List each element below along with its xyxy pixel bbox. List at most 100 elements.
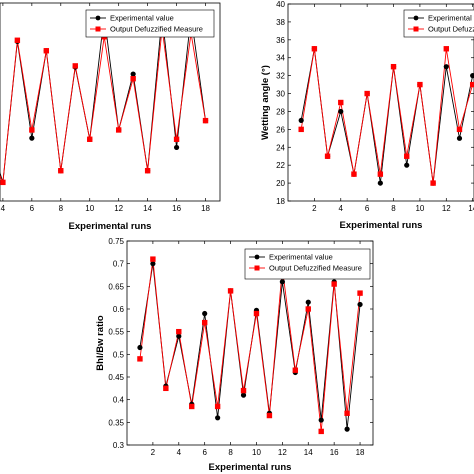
data-point-defuzzified bbox=[377, 171, 384, 177]
y-tick-label: 28 bbox=[276, 107, 285, 116]
data-point-defuzzified bbox=[266, 412, 273, 419]
legend-marker-square bbox=[254, 265, 260, 271]
y-tick-label: 30 bbox=[276, 90, 285, 99]
data-point-experimental bbox=[130, 71, 136, 77]
data-point-defuzzified bbox=[357, 290, 363, 296]
data-point-defuzzified bbox=[14, 37, 21, 43]
x-tick-label: 8 bbox=[59, 204, 64, 213]
legend-label: Output Defuzzified Measure bbox=[269, 264, 362, 273]
data-point-experimental bbox=[279, 279, 285, 285]
legend-box bbox=[244, 248, 371, 280]
x-tick-label: 14 bbox=[304, 448, 313, 457]
y-tick-label: 36 bbox=[276, 36, 285, 45]
data-point-defuzzified bbox=[29, 127, 35, 133]
data-point-defuzzified bbox=[443, 46, 449, 52]
legend-label: Output Defuzzified Measure bbox=[428, 25, 474, 34]
data-point-experimental bbox=[173, 144, 180, 151]
x-tick-label: 2 bbox=[312, 204, 317, 213]
x-tick-label: 2 bbox=[151, 448, 156, 457]
legend: Experimental value Output Defuzzified Mea… bbox=[244, 248, 371, 280]
y-axis-label: Wetting angle (°) bbox=[260, 65, 271, 140]
data-point-defuzzified bbox=[201, 319, 208, 326]
plot-frame bbox=[126, 240, 374, 446]
data-point-defuzzified bbox=[324, 153, 331, 159]
legend: Experimental value Output Defuzzified Mea… bbox=[403, 9, 474, 38]
series-line-1 bbox=[0, 15, 206, 183]
plot-frame bbox=[287, 3, 474, 202]
data-point-defuzzified bbox=[331, 281, 337, 287]
x-tick-label: 10 bbox=[252, 448, 261, 457]
chart-panel-2: 2468101214182022242628303234363840Experi… bbox=[260, 0, 474, 231]
data-point-experimental bbox=[456, 135, 463, 141]
data-point-defuzzified bbox=[58, 168, 64, 174]
legend-marker-square bbox=[95, 26, 101, 32]
data-point-defuzzified bbox=[72, 63, 78, 69]
data-point-defuzzified bbox=[87, 136, 93, 142]
y-tick-label: 22 bbox=[276, 161, 285, 170]
legend-label: Experimental value bbox=[269, 253, 333, 262]
data-point-experimental bbox=[404, 162, 410, 168]
data-point-defuzzified bbox=[298, 126, 304, 133]
x-tick-label: 4 bbox=[177, 448, 182, 457]
x-tick-label: 16 bbox=[172, 204, 181, 213]
y-tick-label: 0.35 bbox=[108, 418, 124, 427]
x-tick-label: 18 bbox=[201, 204, 210, 213]
legend-marker-circle bbox=[413, 15, 419, 21]
x-tick-label: 6 bbox=[30, 204, 35, 213]
legend-box bbox=[403, 9, 474, 38]
data-point-defuzzified bbox=[214, 403, 221, 410]
data-point-experimental bbox=[377, 180, 383, 186]
x-tick-label: 14 bbox=[143, 204, 152, 213]
plot-frame bbox=[0, 2, 221, 202]
y-tick-label: 32 bbox=[276, 72, 285, 81]
x-tick-label: 12 bbox=[442, 204, 451, 213]
data-point-defuzzified bbox=[430, 180, 436, 186]
legend-box bbox=[85, 9, 215, 38]
legend-label: Experimental value bbox=[110, 14, 174, 23]
series-line-2 bbox=[139, 259, 361, 432]
data-point-defuzzified bbox=[144, 168, 151, 174]
y-tick-label: 18 bbox=[276, 197, 285, 206]
data-point-defuzzified bbox=[311, 46, 318, 52]
y-tick-label: 34 bbox=[276, 54, 285, 63]
x-tick-label: 6 bbox=[365, 204, 370, 213]
y-tick-label: 24 bbox=[276, 143, 285, 152]
y-tick-label: 0.65 bbox=[108, 282, 124, 291]
data-point-defuzzified bbox=[0, 179, 6, 186]
data-point-defuzzified bbox=[227, 288, 234, 294]
data-point-defuzzified bbox=[173, 136, 180, 142]
data-point-defuzzified bbox=[344, 410, 350, 416]
x-tick-label: 4 bbox=[339, 204, 344, 213]
data-point-experimental bbox=[338, 108, 344, 115]
data-point-experimental bbox=[202, 310, 208, 317]
series-line-2 bbox=[300, 48, 474, 184]
data-point-defuzzified bbox=[351, 171, 357, 177]
data-point-experimental bbox=[176, 333, 182, 339]
x-tick-label: 8 bbox=[228, 448, 233, 457]
data-point-experimental bbox=[470, 73, 474, 79]
legend: Experimental value Output Defuzzified Mea… bbox=[85, 9, 215, 38]
x-tick-label: 14 bbox=[468, 204, 474, 213]
data-point-defuzzified bbox=[202, 117, 209, 124]
legend-label: Output Defuzzified Measure bbox=[110, 25, 203, 34]
x-tick-label: 18 bbox=[356, 448, 365, 457]
y-axis-label: Bhl/Bw ratio bbox=[95, 315, 106, 371]
y-tick-label: 0.7 bbox=[113, 260, 125, 269]
data-point-experimental bbox=[298, 117, 304, 124]
y-tick-label: 26 bbox=[276, 125, 285, 134]
data-point-defuzzified bbox=[189, 403, 195, 410]
x-tick-label: 4 bbox=[1, 204, 6, 213]
data-point-defuzzified bbox=[253, 310, 260, 317]
data-point-experimental bbox=[357, 301, 363, 308]
data-point-defuzzified bbox=[305, 306, 311, 312]
data-point-experimental bbox=[318, 417, 324, 423]
x-axis-label: Experimental runs bbox=[340, 220, 423, 231]
y-tick-label: 40 bbox=[276, 0, 285, 9]
y-tick-label: 38 bbox=[276, 18, 285, 27]
data-point-experimental bbox=[344, 426, 350, 432]
x-tick-label: 8 bbox=[391, 204, 396, 213]
y-tick-label: 0.55 bbox=[108, 328, 124, 337]
data-point-defuzzified bbox=[150, 256, 156, 262]
data-point-defuzzified bbox=[364, 90, 370, 97]
